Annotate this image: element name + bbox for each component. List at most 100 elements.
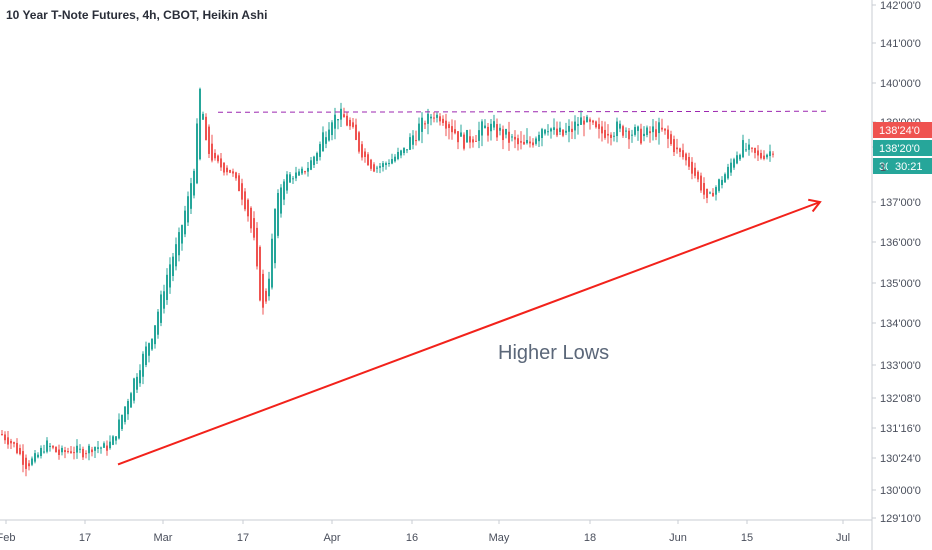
candle-body (694, 167, 696, 176)
candle-body (454, 129, 456, 134)
candle-body (10, 440, 12, 444)
candle-body (733, 159, 735, 168)
candle-body (556, 128, 558, 136)
candle-body (721, 179, 723, 186)
candle-body (448, 124, 450, 129)
candle-body (496, 124, 498, 138)
candle-body (574, 121, 576, 131)
candle-body (187, 196, 189, 223)
candle-body (157, 311, 159, 335)
y-tick-label: 137'00'0 (880, 197, 921, 209)
y-tick-label: 135'00'0 (880, 278, 921, 290)
candle-body (121, 414, 123, 429)
resistance-line[interactable] (217, 110, 829, 113)
candle-body (241, 183, 243, 200)
candle-body (409, 137, 411, 150)
candle-body (508, 131, 510, 143)
candle-body (346, 115, 348, 126)
candle-body (271, 238, 273, 288)
candle-body (652, 126, 654, 133)
y-tick-label: 134'00'0 (880, 318, 921, 330)
candle-body (397, 151, 399, 159)
trendline-group[interactable] (117, 198, 822, 466)
candle-body (169, 264, 171, 288)
candle-body (40, 447, 42, 456)
candle-body (163, 291, 165, 309)
candle-body (517, 138, 519, 145)
y-tick-label: 130'00'0 (880, 485, 921, 497)
candle-body (562, 129, 564, 136)
candle-body (595, 121, 597, 128)
candle-body (196, 123, 198, 184)
candle-body (118, 419, 120, 439)
candle-body (139, 370, 141, 384)
candle-body (550, 128, 552, 132)
candle-body (154, 325, 156, 345)
chart-title: 10 Year T-Note Futures, 4h, CBOT, Heikin… (6, 8, 267, 22)
candle-body (655, 129, 657, 137)
candle-body (586, 116, 588, 123)
candle-body (79, 448, 81, 450)
candle-body (430, 116, 432, 119)
price-axis[interactable]: 142'00'0141'00'0140'00'0139'00'0138'20'0… (871, 0, 932, 550)
candle-body (190, 183, 192, 209)
candle-body (577, 123, 579, 126)
trendline[interactable] (117, 201, 821, 466)
candle-body (133, 378, 135, 401)
candle-body (589, 119, 591, 122)
candle-body (328, 129, 330, 141)
candle-body (277, 192, 279, 236)
candle-body (181, 225, 183, 244)
candle-body (67, 451, 69, 453)
candle-body (460, 132, 462, 137)
candle-body (754, 147, 756, 153)
candle-body (262, 273, 264, 308)
candle-body (292, 178, 294, 180)
candle-body (607, 133, 609, 136)
candle-body (100, 447, 102, 449)
candle-body (34, 453, 36, 462)
candle-body (208, 126, 210, 154)
candle-body (772, 153, 774, 155)
candle-body (319, 144, 321, 157)
y-tick-label: 136'00'0 (880, 237, 921, 249)
candle-body (343, 114, 345, 118)
time-axis[interactable]: Feb 17 Mar 17 Apr 16 May 18 Jun 15 Jul (0, 519, 872, 544)
candle-body (580, 117, 582, 125)
candle-body (253, 218, 255, 238)
candle-body (331, 122, 333, 136)
candle-body (106, 445, 108, 451)
candle-body (46, 440, 48, 452)
candle-body (379, 166, 381, 168)
candle-body (724, 174, 726, 183)
x-tick-label: Jun (669, 532, 687, 544)
price-axis-background (872, 0, 932, 550)
y-tick-label: 131'16'0 (880, 423, 921, 435)
candle-body (466, 130, 468, 143)
candle-body (742, 140, 744, 158)
candle-body (274, 209, 276, 264)
candle-body (436, 114, 438, 118)
candle-body (316, 153, 318, 161)
candles-group (1, 87, 774, 477)
candle-body (739, 154, 741, 160)
candle-body (700, 175, 702, 191)
candle-body (646, 127, 648, 135)
candle-body (622, 126, 624, 136)
candle-body (433, 117, 435, 119)
candle-body (667, 129, 669, 139)
candle-body (493, 121, 495, 128)
candle-body (685, 153, 687, 161)
candle-body (91, 449, 93, 453)
candle-body (541, 129, 543, 139)
candle-body (13, 442, 15, 444)
candle-body (688, 156, 690, 167)
candle-body (202, 113, 204, 120)
candle-body (472, 139, 474, 143)
candle-body (697, 171, 699, 180)
candle-body (178, 232, 180, 256)
x-tick-label: May (489, 532, 510, 544)
candle-body (634, 127, 636, 135)
candle-body (280, 187, 282, 214)
